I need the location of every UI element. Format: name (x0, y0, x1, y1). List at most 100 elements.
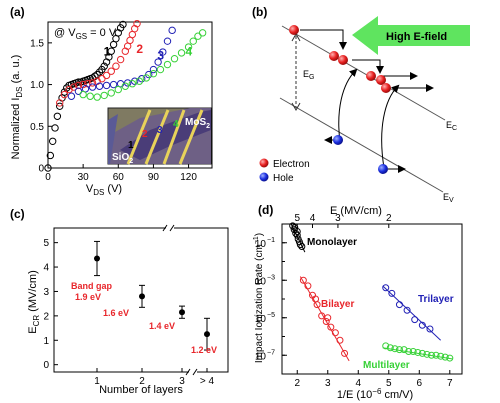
hole-dot (333, 135, 343, 145)
a-series-1-point (44, 164, 52, 172)
a-series-4-point (93, 93, 101, 101)
a-series-4-point (156, 65, 165, 74)
c-axes-frame (53, 227, 229, 373)
a-x-tick-label: 60 (113, 172, 125, 183)
c-axis-break-bottom (185, 368, 198, 376)
electron-dot (329, 51, 339, 61)
hole-dot (378, 164, 388, 174)
electron-dot (338, 55, 348, 65)
a-series-2-point (56, 99, 64, 107)
a-series-3-point (109, 80, 118, 89)
a-series-label-4: 4 (186, 44, 193, 58)
a-series-4-point (86, 92, 94, 100)
valence-band-line (279, 97, 444, 193)
d-x-tick-label: 7 (447, 378, 453, 389)
d-series-point (409, 348, 417, 355)
d-x-tick-label: 6 (417, 378, 423, 389)
a-y-tick-label: 1.5 (30, 38, 44, 49)
eg-label: EG (303, 69, 314, 81)
d-y-tick-exponent: −5 (267, 312, 275, 319)
a-series-2-point (133, 19, 141, 28)
inset-number-1: 1 (128, 140, 134, 151)
d-series-point (289, 222, 297, 230)
d-fit-line (382, 347, 453, 360)
a-series-4-point (170, 55, 179, 63)
c-x-tick-label: 1 (94, 376, 100, 387)
d-top-tick-label: 5 (294, 213, 300, 224)
d-fit-line (382, 285, 441, 341)
a-series-3-point (130, 77, 139, 85)
d-x-axis-label: 1/E (10−6 cm/V) (337, 387, 413, 401)
d-label-multilayer: Multilayer (363, 360, 410, 371)
a-y-tick-label: 0.5 (30, 122, 44, 133)
d-y-tick-exponent: −7 (267, 349, 275, 356)
a-series-3-point (102, 81, 111, 90)
d-y-tick-label: 10 (255, 314, 267, 325)
d-series-point (432, 351, 440, 359)
a-series-4-point (149, 70, 158, 78)
d-y-tick-label: 10 (255, 239, 267, 250)
d-x-tick-label: 3 (325, 378, 331, 389)
c-y-tick-label: 3 (43, 287, 49, 298)
a-x-tick-label: 0 (45, 172, 51, 183)
a-series-4-point (135, 77, 144, 85)
a-series-4-point (194, 32, 202, 40)
a-x-axis-label: VDS (V) (86, 183, 122, 197)
a-axes-frame (47, 21, 213, 169)
a-series-label-1: 1 (104, 44, 111, 58)
d-series-point (293, 231, 301, 239)
a-x-tick-label: 90 (148, 172, 160, 183)
inset-number-4: 4 (173, 119, 179, 130)
d-series-point (388, 289, 396, 297)
c-y-tick-label: 5 (43, 238, 49, 249)
a-series-1-point (56, 102, 64, 110)
d-label-monolayer: Monolayer (307, 237, 357, 248)
d-series-point (391, 345, 399, 353)
panel-label-a: (a) (10, 5, 25, 19)
a-series-3-point (154, 58, 162, 66)
a-series-1-point (100, 62, 108, 70)
a-series-4-point (79, 90, 87, 99)
a-series-2-point (116, 55, 125, 64)
d-label-trilayer: Trilayer (418, 294, 454, 305)
high-field-label: High E-field (386, 31, 447, 43)
c-y-tick-label: 0 (43, 360, 49, 371)
a-series-3-point (88, 83, 97, 91)
ec-label: EC (446, 120, 457, 132)
c-y-tick-label: 2 (43, 311, 49, 322)
a-series-3-point (67, 92, 76, 100)
d-series-point (341, 349, 349, 357)
a-series-3-point (149, 65, 158, 74)
electron-dot (376, 75, 386, 85)
d-top-tick-label: 2 (386, 213, 392, 224)
legend-electron-dot (259, 158, 269, 168)
a-series-2-point (102, 71, 111, 80)
a-series-3-point (168, 26, 176, 35)
a-series-1-point (53, 112, 62, 120)
inset-number-3: 3 (157, 125, 163, 136)
c-data-point (94, 255, 100, 262)
a-series-3-point (159, 48, 167, 56)
a-inset-photo: 1 2 3 4 MoS2 SiO2 (107, 107, 212, 165)
a-series-4-point (114, 85, 122, 94)
d-x-tick-label: 5 (386, 378, 392, 389)
a-series-4-point (121, 82, 130, 90)
a-x-tick-label: 120 (180, 172, 197, 183)
a-series-4-point (142, 74, 151, 82)
d-series-point (382, 284, 390, 292)
c-data-point (204, 331, 210, 338)
a-series-1-point (119, 20, 127, 29)
d-plot-area: 2 3 4 5 6 75 4 3 210−710−510−310−1 (255, 213, 463, 389)
c-plot-area: 0 1 2 3 4 5 1 2 3 > 4 (43, 224, 229, 387)
c-axis-break-top-gap (166, 225, 174, 231)
d-fit-line (299, 276, 350, 362)
c-annot-band-gap: Band gap (71, 281, 113, 291)
a-series-1-point (51, 124, 59, 132)
c-data-point (179, 309, 185, 316)
c-axis-break-bottom-gap (189, 369, 197, 375)
c-data-point (139, 293, 145, 300)
annotation-vgs: @ VGS = 0 V (54, 27, 117, 41)
c-y-tick-label: 1 (43, 336, 49, 347)
conduction-band-line (281, 25, 446, 121)
